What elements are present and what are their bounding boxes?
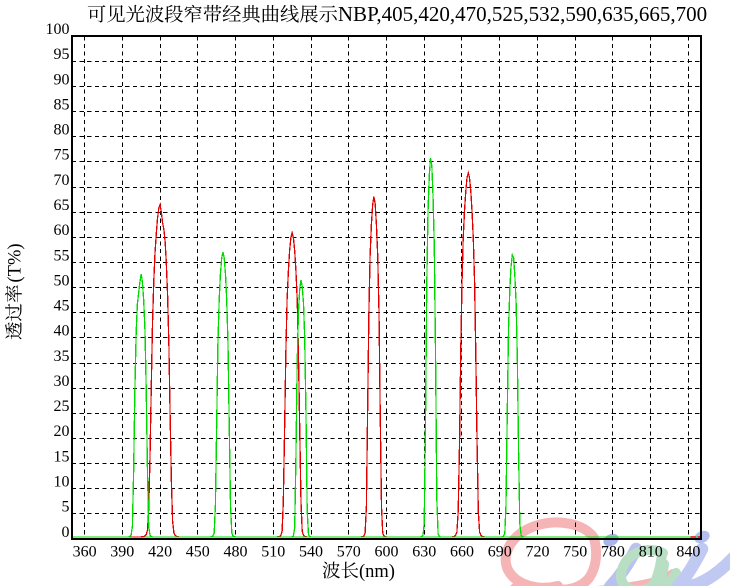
- svg-text:35: 35: [54, 348, 70, 365]
- svg-text:55: 55: [54, 247, 70, 264]
- svg-text:840: 840: [676, 544, 700, 561]
- svg-text:50: 50: [54, 272, 70, 289]
- svg-text:100: 100: [46, 21, 70, 38]
- svg-text:10: 10: [54, 474, 70, 491]
- svg-text:540: 540: [299, 544, 323, 561]
- svg-text:40: 40: [54, 323, 70, 340]
- svg-text:70: 70: [54, 172, 70, 189]
- svg-text:720: 720: [526, 544, 550, 561]
- svg-text:660: 660: [450, 544, 474, 561]
- svg-text:780: 780: [601, 544, 625, 561]
- svg-text:600: 600: [375, 544, 399, 561]
- svg-text:510: 510: [261, 544, 285, 561]
- svg-text:90: 90: [54, 71, 70, 88]
- svg-text:480: 480: [224, 544, 248, 561]
- svg-text:0: 0: [62, 524, 70, 541]
- svg-text:450: 450: [186, 544, 210, 561]
- svg-text:65: 65: [54, 197, 70, 214]
- svg-text:630: 630: [412, 544, 436, 561]
- svg-text:20: 20: [54, 423, 70, 440]
- svg-text:(T%): (T%): [6, 243, 26, 282]
- svg-text:45: 45: [54, 298, 70, 315]
- svg-text:(nm): (nm): [359, 562, 395, 582]
- svg-text:390: 390: [110, 544, 134, 561]
- svg-text:690: 690: [488, 544, 512, 561]
- svg-text:420: 420: [148, 544, 172, 561]
- svg-text:570: 570: [337, 544, 361, 561]
- svg-text:85: 85: [54, 96, 70, 113]
- svg-text:810: 810: [639, 544, 663, 561]
- svg-text:25: 25: [54, 398, 70, 415]
- svg-text:360: 360: [73, 544, 97, 561]
- svg-text:95: 95: [54, 46, 70, 63]
- svg-text:80: 80: [54, 122, 70, 139]
- svg-text:NBP,405,420,470,525,532,590,63: NBP,405,420,470,525,532,590,635,665,700: [338, 2, 707, 26]
- svg-text:75: 75: [54, 147, 70, 164]
- svg-text:60: 60: [54, 222, 70, 239]
- svg-text:5: 5: [62, 499, 70, 516]
- svg-text:15: 15: [54, 448, 70, 465]
- svg-text:750: 750: [563, 544, 587, 561]
- svg-text:30: 30: [54, 373, 70, 390]
